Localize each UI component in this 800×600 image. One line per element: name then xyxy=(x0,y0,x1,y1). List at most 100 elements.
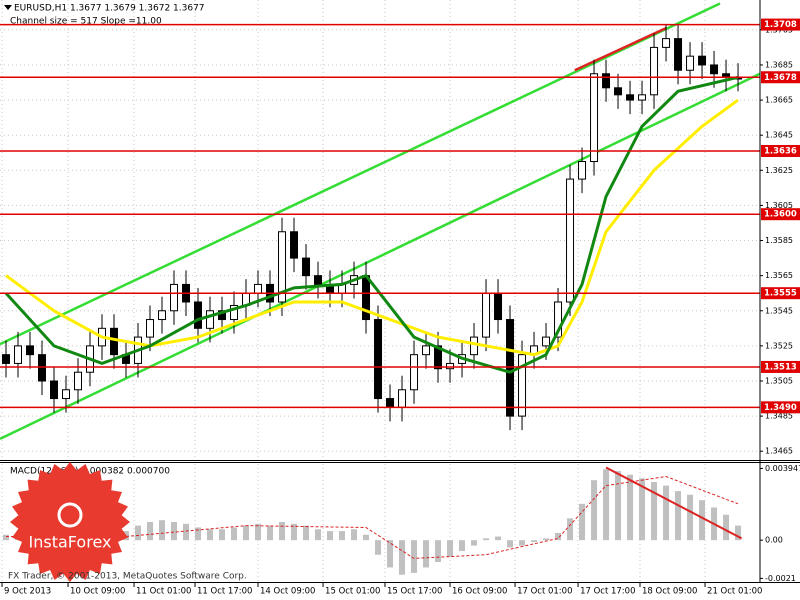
y-tick-label: 0.003947 xyxy=(765,464,800,473)
candle-body xyxy=(278,231,287,303)
candle-body xyxy=(710,64,719,75)
macd-bar xyxy=(231,527,238,541)
candle-body xyxy=(290,231,299,259)
macd-bar xyxy=(147,522,154,541)
level-label-bg xyxy=(761,208,800,221)
level-label: 1.3678 xyxy=(764,73,797,83)
y-tick-label: -0.0021 xyxy=(765,574,796,583)
x-tick-label: 14 Oct 09:00 xyxy=(260,587,315,597)
logo-badge xyxy=(10,462,130,582)
y-tick-label: 1.3665 xyxy=(765,96,793,105)
candle-body xyxy=(470,336,479,356)
plot xyxy=(0,2,761,575)
macd-bar xyxy=(495,536,502,541)
moving-average xyxy=(4,75,739,374)
macd-bar xyxy=(291,523,298,541)
x-tick-label: 17 Oct 01:00 xyxy=(517,587,572,597)
macd-bar xyxy=(579,503,586,541)
candle-body xyxy=(206,310,215,329)
copyright: FX Trader, © 2001-2013, MetaQuotes Softw… xyxy=(8,572,247,582)
candle-body xyxy=(74,371,83,391)
level-label: 1.3708 xyxy=(764,20,797,30)
candle-body xyxy=(14,345,23,364)
level-label: 1.3600 xyxy=(764,210,797,220)
macd-bar xyxy=(183,523,190,541)
candle-body xyxy=(302,257,311,277)
level-label-bg xyxy=(761,287,800,300)
macd-bar xyxy=(411,540,418,573)
candle-body xyxy=(518,354,527,417)
y-tick-label: 1.3525 xyxy=(765,341,793,350)
candle-body xyxy=(446,362,455,370)
macd-bar xyxy=(519,540,526,546)
x-tick-label: 17 Oct 17:00 xyxy=(580,587,635,597)
candle-body xyxy=(506,319,515,417)
macd-bar xyxy=(507,540,514,548)
macd-bar xyxy=(255,523,262,541)
candle-body xyxy=(170,283,179,312)
level-label-bg xyxy=(761,71,800,84)
candle-body xyxy=(614,87,623,96)
candle-body xyxy=(62,389,71,400)
level-label-bg xyxy=(761,18,800,31)
macd-bar xyxy=(723,514,730,541)
grid xyxy=(0,0,760,582)
level-label-bg xyxy=(761,401,800,414)
macd-bar xyxy=(303,525,310,541)
x-tick-label: 10 Oct 09:00 xyxy=(70,587,125,597)
candle-body xyxy=(230,304,239,321)
candle-body xyxy=(146,319,155,338)
macd-bar xyxy=(219,529,226,541)
candle-body xyxy=(398,389,407,408)
macd-bar xyxy=(459,540,466,552)
candle-body xyxy=(386,398,395,408)
macd-bar xyxy=(423,540,430,568)
macd-signal xyxy=(6,475,739,559)
level-label: 1.3513 xyxy=(764,362,797,372)
level-label: 1.3636 xyxy=(764,146,797,156)
candle-body xyxy=(662,38,671,48)
macd-bar xyxy=(471,540,478,546)
macd-bar xyxy=(435,540,442,562)
y-tick-label: 1.3565 xyxy=(765,271,793,280)
macd-bar xyxy=(327,531,334,541)
macd-bar xyxy=(627,474,634,541)
x-tick-label: 11 Oct 01:00 xyxy=(136,587,191,597)
level-label: 1.3490 xyxy=(764,403,797,413)
candle-body xyxy=(542,336,551,347)
macd-bar xyxy=(387,540,394,568)
y-tick-label: 1.3645 xyxy=(765,131,793,140)
macd-bar xyxy=(639,478,646,541)
x-tick-label: 11 Oct 17:00 xyxy=(197,587,252,597)
macd-bar xyxy=(267,525,274,541)
y-tick-label: 1.3545 xyxy=(765,306,793,315)
level-label-bg xyxy=(761,144,800,157)
logo-text: InstaForex xyxy=(29,533,112,552)
candle-body xyxy=(590,73,599,163)
candle-body xyxy=(638,94,647,101)
chart-title: EURUSD,H1 1.3677 1.3679 1.3672 1.3677 xyxy=(14,4,205,14)
trend-line xyxy=(0,2,721,346)
macd-bar xyxy=(699,500,706,541)
candle-body xyxy=(602,73,611,89)
y-tick-label: 1.3585 xyxy=(765,236,793,245)
moving-average xyxy=(5,98,739,357)
candle-body xyxy=(686,55,695,71)
x-tick-label: 16 Oct 09:00 xyxy=(452,587,507,597)
y-tick-label: 1.3505 xyxy=(765,376,793,385)
macd-bar xyxy=(567,518,574,541)
candle-body xyxy=(578,161,587,180)
y-tick-label: 1.3465 xyxy=(765,447,793,456)
macd-bar xyxy=(159,520,166,541)
macd-bar xyxy=(315,529,322,541)
candle-body xyxy=(434,345,443,370)
macd-bar xyxy=(399,540,406,575)
x-tick-label: 15 Oct 01:00 xyxy=(325,587,380,597)
macd-bar xyxy=(279,522,286,541)
candle-body xyxy=(626,94,635,101)
candle-body xyxy=(110,327,119,356)
logo: InstaForex xyxy=(10,462,130,582)
x-tick-label: 18 Oct 09:00 xyxy=(642,587,697,597)
trend-line xyxy=(0,72,761,441)
macd-bar xyxy=(351,529,358,541)
